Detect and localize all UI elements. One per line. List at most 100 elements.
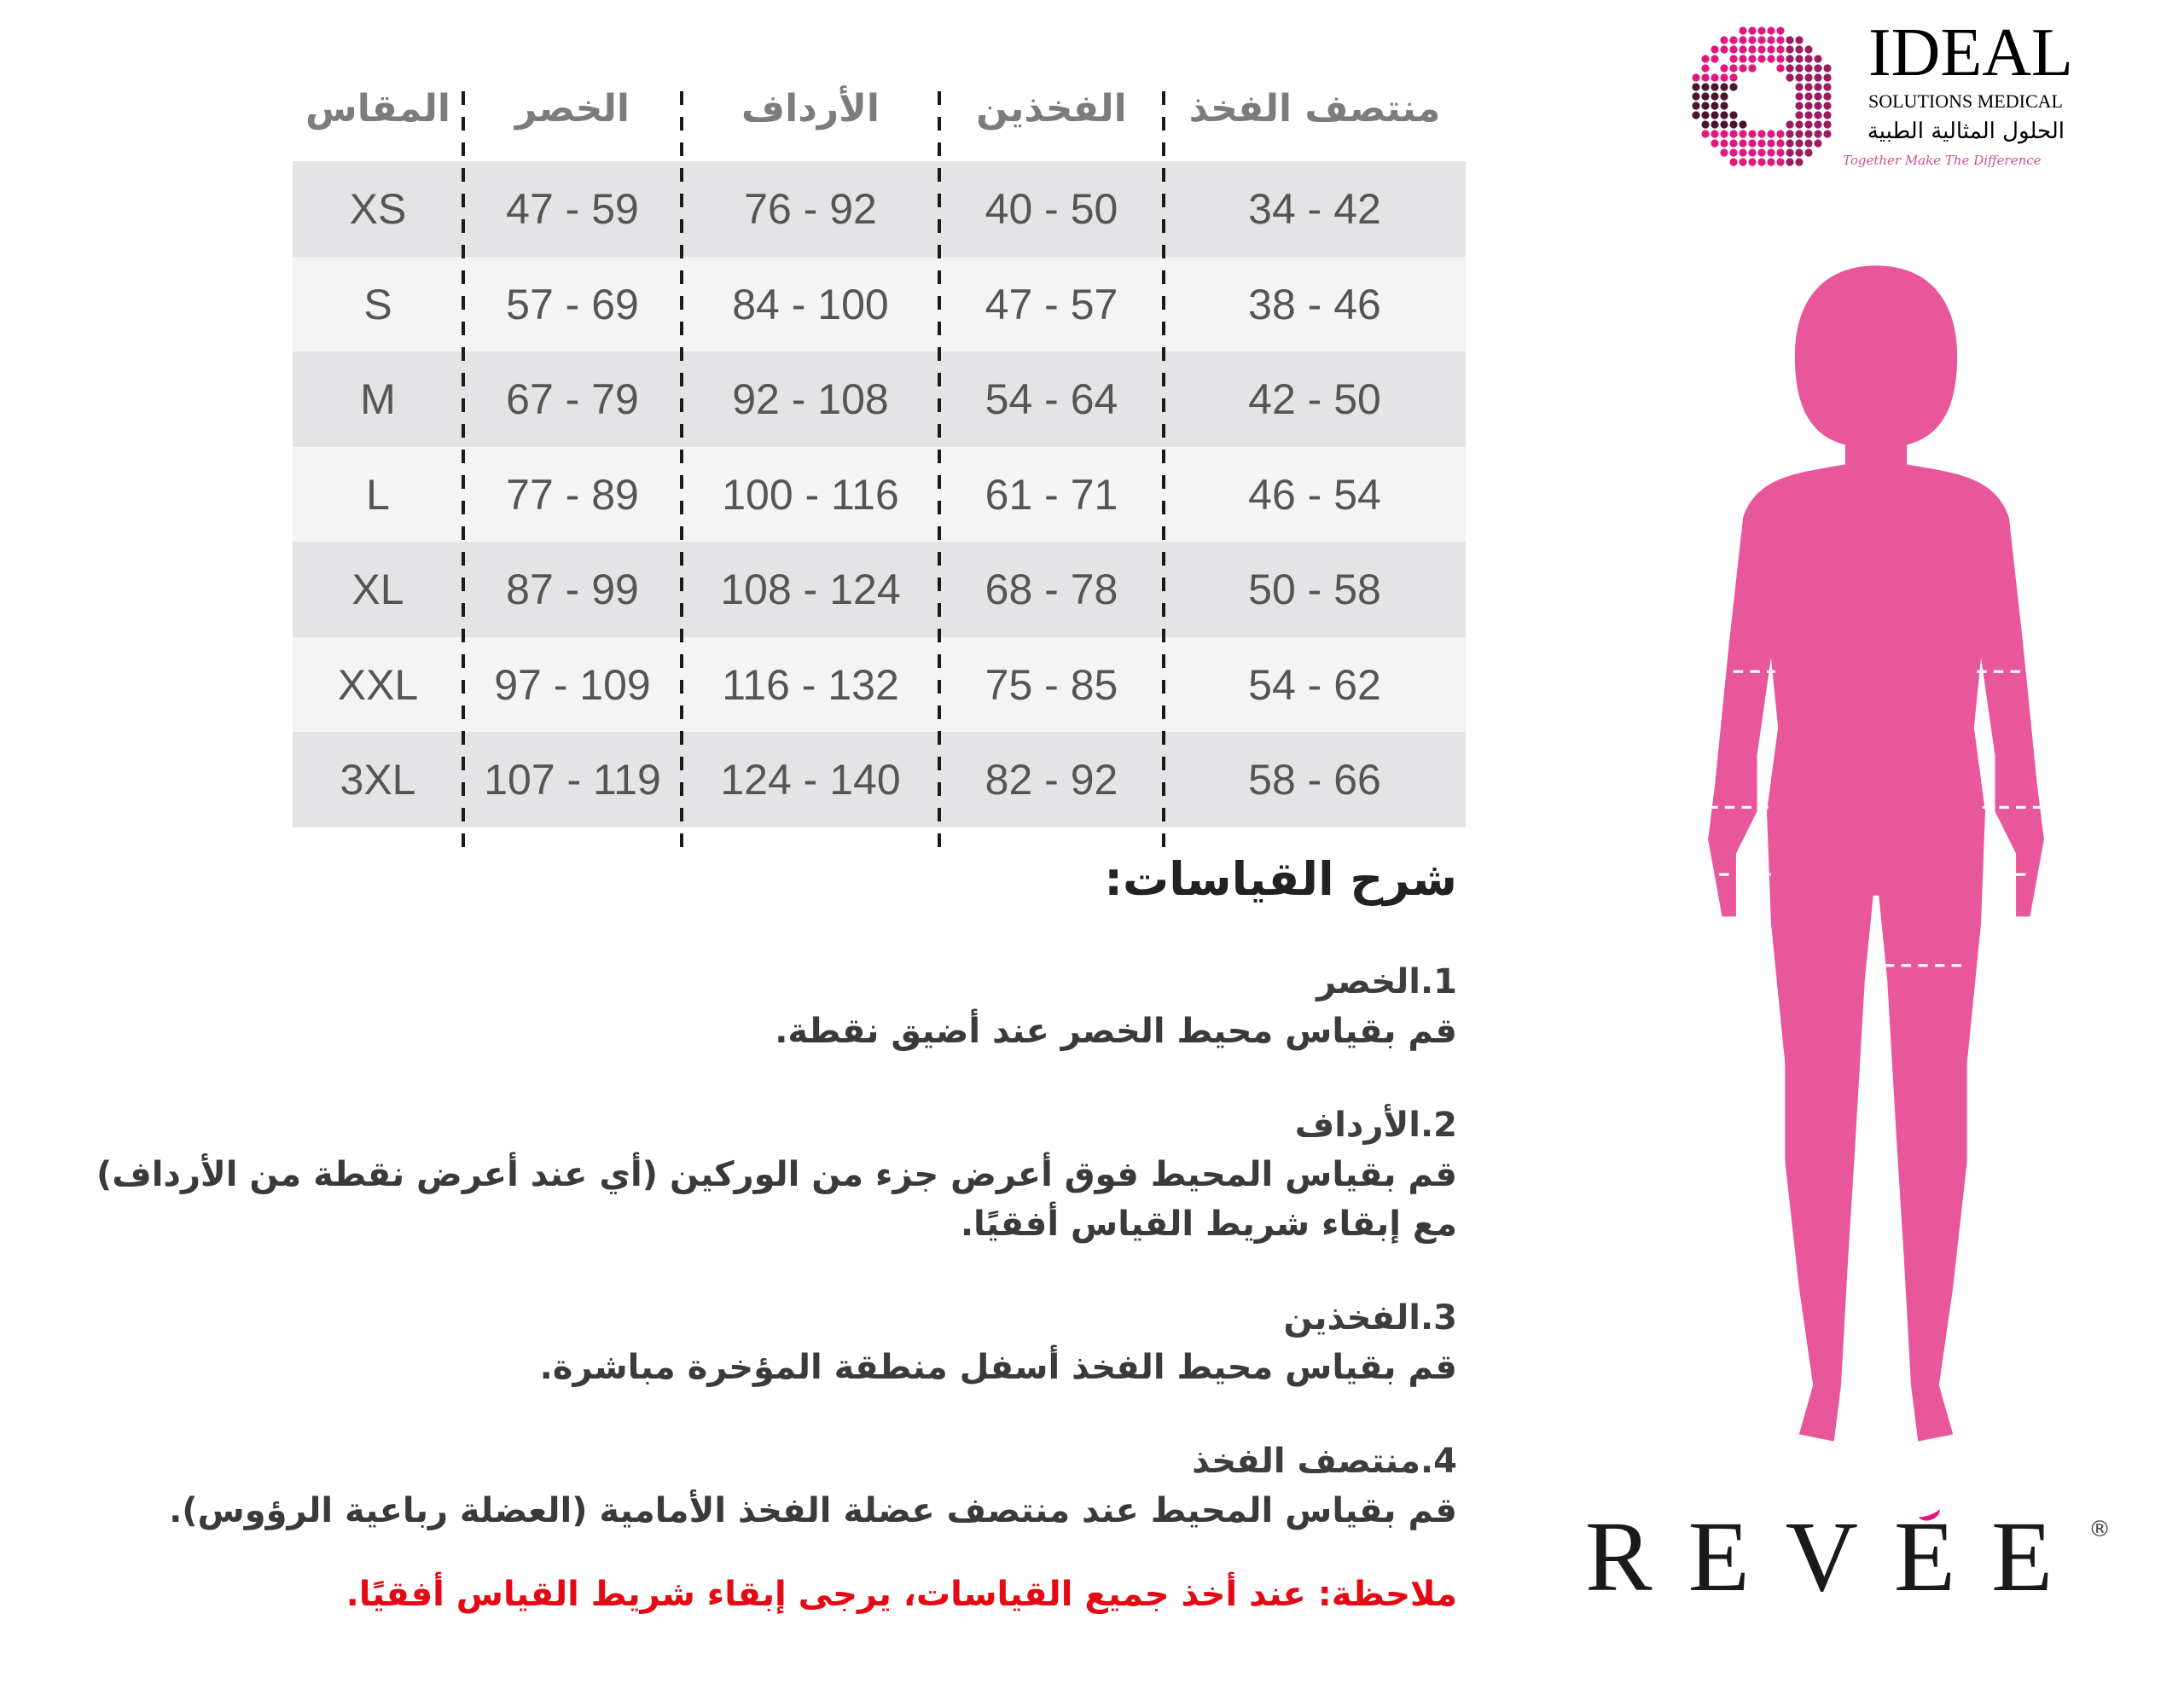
logo-dot: [1729, 55, 1738, 63]
logo-dot: [1729, 111, 1738, 119]
table-row: M 67 - 79 92 - 108 54 - 64 42 - 50: [293, 351, 1466, 447]
logo-dot: [1804, 102, 1813, 110]
cell-size: 3XL: [340, 756, 416, 804]
logo-dot: [1786, 55, 1794, 63]
logo-dot: [1776, 45, 1785, 54]
logo-dot: [1711, 83, 1719, 91]
logo-dot: [1748, 139, 1757, 148]
logo-dot: [1739, 130, 1747, 138]
cell-hips: 92 - 108: [732, 375, 889, 423]
column-divider: [1162, 91, 1165, 847]
measurement-explanation: شرح القياسات: 1.الخصر قم بقياس محيط الخص…: [58, 850, 1457, 1619]
logo-dot: [1701, 92, 1710, 101]
logo-dot: [1711, 139, 1719, 148]
logo-dot: [1804, 55, 1813, 63]
logo-dot: [1711, 55, 1719, 63]
logo-dot: [1823, 120, 1832, 129]
logo-dot: [1701, 111, 1710, 119]
table-row: XL 87 - 99 108 - 124 68 - 78 50 - 58: [293, 542, 1466, 637]
logo-dot: [1729, 83, 1738, 91]
logo-dot: [1720, 139, 1728, 148]
revee-logo: REVEE ®: [1585, 1501, 2111, 1612]
logo-dot: [1767, 55, 1775, 63]
logo-dot: [1739, 36, 1747, 44]
logo-dot: [1729, 45, 1738, 54]
table-row: S 57 - 69 84 - 100 47 - 57 38 - 46: [293, 256, 1466, 352]
logo-dot: [1795, 64, 1804, 73]
logo-dot: [1692, 73, 1700, 82]
cell-thighs: 40 - 50: [985, 185, 1118, 233]
logo-dot: [1711, 130, 1719, 138]
logo-dot: [1823, 92, 1832, 101]
logo-dot: [1776, 148, 1785, 157]
logo-dot: [1739, 45, 1747, 54]
logo-dot: [1701, 120, 1710, 129]
registered-mark: ®: [2088, 1517, 2111, 1542]
logo-dot: [1795, 36, 1804, 44]
logo-dot: [1720, 36, 1728, 44]
logo-dot: [1786, 36, 1794, 44]
logo-dot: [1786, 73, 1794, 82]
logo-subtitle: SOLUTIONS MEDICAL: [1868, 90, 2063, 112]
logo-dot: [1786, 158, 1794, 166]
item-title: 2.الأرداف: [1294, 1106, 1457, 1145]
cell-thighs: 47 - 57: [985, 280, 1118, 328]
note-text: ملاحظة: عند أخذ جميع القياسات، يرجى إبقا…: [346, 1575, 1457, 1614]
column-divider: [462, 91, 465, 847]
explanation-item-waist: 1.الخصر قم بقياس محيط الخصر عند أضيق نقط…: [58, 957, 1457, 1056]
ideal-logo: IDEAL SOLUTIONS MEDICAL الحلول المثالية …: [1672, 19, 2116, 181]
logo-dot: [1814, 120, 1822, 129]
logo-dot: [1729, 130, 1738, 138]
logo-dot: [1767, 158, 1775, 166]
logo-dot: [1748, 158, 1757, 166]
logo-dot: [1711, 73, 1719, 82]
header-size: المقاس: [305, 86, 450, 131]
logo-dot: [1757, 130, 1766, 138]
cell-thighs: 82 - 92: [985, 756, 1118, 804]
header-thighs: الفخذين: [976, 86, 1127, 131]
logo-dot: [1804, 73, 1813, 82]
logo-dot: [1795, 130, 1804, 138]
logo-dot: [1776, 26, 1785, 35]
logo-dot: [1748, 45, 1757, 54]
logo-dot: [1823, 64, 1832, 73]
cell-hips: 124 - 140: [720, 756, 901, 804]
female-body-silhouette-icon: [1708, 265, 2044, 1442]
explanation-item-mid-thigh: 4.منتصف الفخذ قم بقياس المحيط عند منتصف …: [58, 1437, 1457, 1536]
header-waist: الخصر: [514, 86, 630, 131]
logo-dot: [1711, 111, 1719, 119]
logo-dot: [1757, 55, 1766, 63]
logo-dot: [1720, 73, 1728, 82]
logo-dot: [1814, 111, 1822, 119]
logo-dot: [1729, 73, 1738, 82]
logo-dot: [1692, 83, 1700, 91]
logo-dot: [1776, 139, 1785, 148]
logo-dot: [1757, 139, 1766, 148]
logo-dot: [1823, 83, 1832, 91]
logo-dot: [1739, 148, 1747, 157]
explanation-title: شرح القياسات:: [1104, 852, 1457, 906]
logo-dot: [1767, 139, 1775, 148]
logo-dot: [1757, 148, 1766, 157]
header-mid-thigh: منتصف الفخذ: [1188, 86, 1441, 131]
logo-dot: [1786, 120, 1794, 129]
cell-mid-thigh: 42 - 50: [1248, 375, 1381, 423]
logo-dot: [1720, 148, 1728, 157]
logo-dot: [1823, 130, 1832, 138]
header-hips: الأرداف: [741, 86, 880, 131]
logo-dot: [1748, 55, 1757, 63]
cell-size: XXL: [337, 660, 419, 709]
logo-dot: [1795, 45, 1804, 54]
logo-arabic: الحلول المثالية الطبية: [1867, 119, 2065, 144]
logo-dot: [1795, 102, 1804, 110]
logo-name: IDEAL: [1868, 15, 2073, 90]
column-divider: [938, 91, 941, 847]
logo-dot: [1739, 120, 1747, 129]
logo-dot: [1795, 55, 1804, 63]
logo-dot: [1776, 36, 1785, 44]
explanation-item-thighs: 3.الفخذين قم بقياس محيط الفخذ أسفل منطقة…: [58, 1293, 1457, 1392]
logo-dot: [1776, 64, 1785, 73]
item-text: قم بقياس المحيط فوق أعرض جزء من الوركين …: [96, 1155, 1457, 1244]
logo-dot: [1814, 92, 1822, 101]
logo-dot: [1692, 92, 1700, 101]
